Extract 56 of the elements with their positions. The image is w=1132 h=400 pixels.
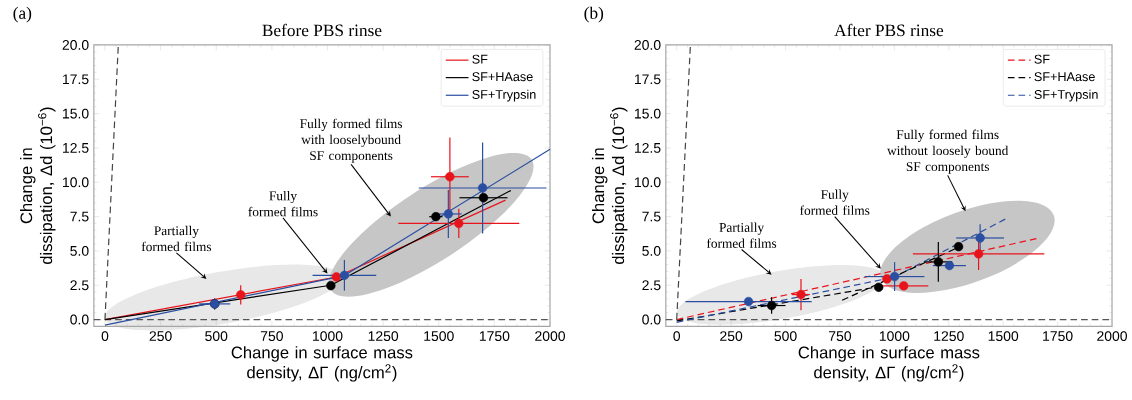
y-tick-label: 5.0 (70, 245, 89, 256)
y-axis-title: Change in dissipation, Δd (10$^{−6}$) (19, 107, 56, 264)
x-tick-label: 1250 (368, 330, 399, 341)
x-tick-label: 1750 (1043, 330, 1073, 341)
x-axis-title: Change in surface mass density, ΔΓ (ng/cm$^{2}$) (798, 346, 980, 382)
legend-label: SF+Trypsin (1034, 89, 1098, 102)
y-tick-label: 2.5 (642, 280, 661, 291)
y-tick-label: 2.5 (70, 280, 89, 291)
annotation: Partially formed films (706, 222, 777, 248)
x-tick-label: 2000 (1097, 330, 1128, 341)
x-tick-label: 500 (205, 330, 228, 341)
x-tick-label: 250 (720, 330, 743, 341)
y-tick-label: 20.0 (634, 39, 661, 50)
x-tick-label: 1000 (879, 330, 910, 341)
y-tick-label: 7.5 (642, 211, 661, 222)
y-tick-label: 5.0 (642, 245, 661, 256)
x-tick-label: 500 (774, 330, 797, 341)
x-tick-label: 1000 (313, 330, 343, 341)
annotation: Fully formed films without loosely bound SF components (887, 129, 1009, 174)
annotation: Fully formed films with looselybound SF components (300, 118, 402, 163)
text: (a) (13, 6, 32, 23)
chart-title: Before PBS rinse (262, 23, 382, 37)
legend-label: SF (472, 54, 488, 64)
y-tick-label: 10.0 (63, 177, 89, 188)
x-tick-label: 1750 (479, 330, 510, 341)
y-tick-label: 20.0 (62, 39, 89, 50)
x-axis-title: Change in surface mass density, ΔΓ (ng/cm$^{2}$) (231, 346, 413, 382)
y-tick-label: 0.0 (70, 314, 89, 325)
x-tick-label: 750 (829, 330, 852, 341)
y-tick-label: 12.5 (63, 142, 89, 153)
text: (b) (584, 6, 604, 23)
y-axis-title: Change in dissipation, Δd (10$^{−6}$) (591, 107, 628, 264)
annotation: Partially formed films (141, 225, 212, 252)
legend-label: SF+HAase (1034, 72, 1095, 82)
y-tick-label: 7.5 (70, 211, 89, 222)
legend-label: SF (1034, 54, 1050, 64)
legend-label: SF+Trypsin (472, 89, 536, 102)
x-tick-label: 2000 (535, 330, 566, 341)
y-tick-label: 15.0 (634, 108, 661, 119)
y-tick-label: 12.5 (634, 142, 661, 153)
y-tick-label: 17.5 (634, 74, 661, 84)
legend-label: SF+HAase (472, 72, 533, 82)
y-tick-label: 17.5 (63, 74, 89, 84)
chart-title: After PBS rinse (834, 23, 944, 37)
x-tick-label: 750 (260, 330, 283, 341)
x-tick-label: 0 (101, 330, 109, 341)
x-tick-label: 1500 (988, 330, 1019, 341)
y-tick-label: 10.0 (634, 177, 661, 188)
annotation: Fully formed films (800, 189, 870, 215)
x-tick-label: 250 (149, 330, 172, 341)
x-tick-label: 1500 (424, 330, 454, 341)
y-tick-label: 0.0 (642, 314, 661, 325)
x-tick-label: 1250 (934, 330, 964, 341)
y-tick-label: 15.0 (63, 108, 89, 119)
x-tick-label: 0 (673, 330, 681, 341)
annotation: Fully formed films (248, 190, 318, 217)
